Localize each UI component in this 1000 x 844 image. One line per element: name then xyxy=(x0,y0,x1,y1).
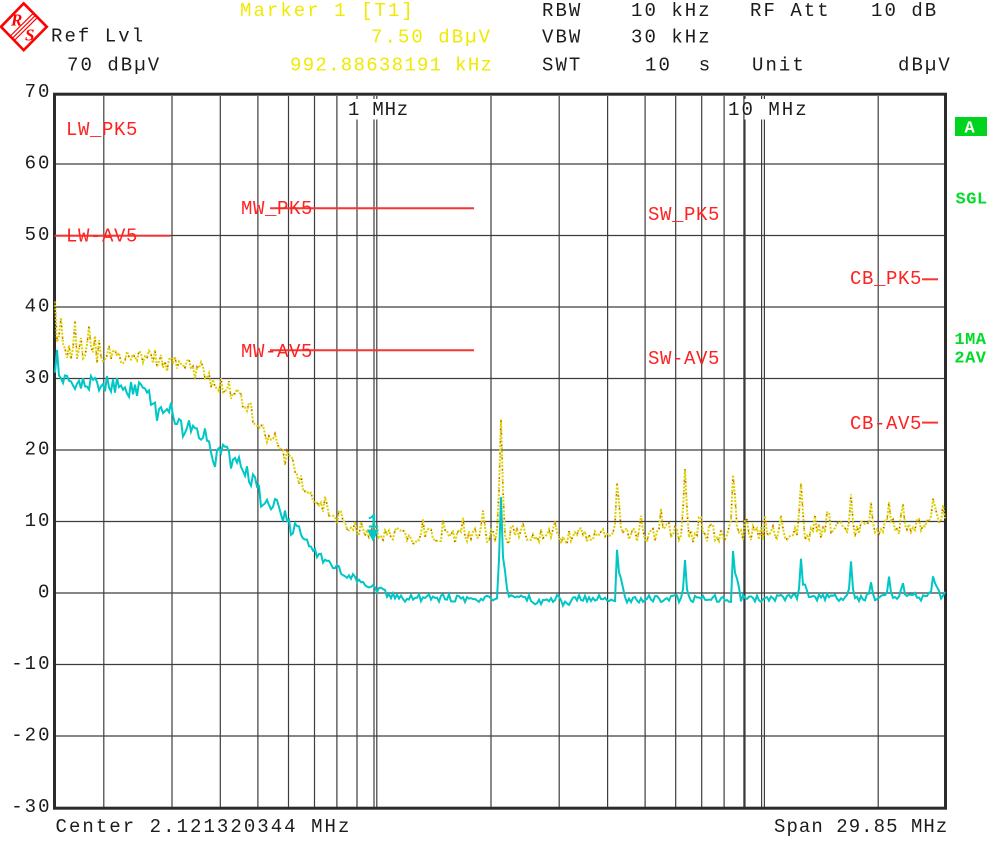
svg-text:Span 29.85 MHz: Span 29.85 MHz xyxy=(774,816,948,838)
svg-text:RF Att: RF Att xyxy=(750,0,831,22)
svg-text:SW_PK5: SW_PK5 xyxy=(648,204,720,226)
svg-text:30 kHz: 30 kHz xyxy=(631,27,712,49)
svg-text:-30: -30 xyxy=(11,796,51,818)
svg-text:-20: -20 xyxy=(11,725,51,747)
svg-text:A: A xyxy=(965,120,976,139)
svg-text:30: 30 xyxy=(25,367,52,389)
svg-text:992.88638191 kHz: 992.88638191 kHz xyxy=(290,55,493,77)
svg-text:CB-AV5: CB-AV5 xyxy=(850,413,922,435)
svg-text:70 dBµV: 70 dBµV xyxy=(67,55,161,77)
svg-text:2AV: 2AV xyxy=(954,350,986,369)
svg-text:CB_PK5: CB_PK5 xyxy=(850,268,922,290)
svg-text:10 dB: 10 dB xyxy=(871,0,938,22)
svg-text:50: 50 xyxy=(25,224,52,246)
svg-text:10 kHz: 10 kHz xyxy=(631,0,712,22)
svg-text:10 s: 10 s xyxy=(645,55,712,77)
svg-text:LW_PK5: LW_PK5 xyxy=(66,119,138,141)
svg-text:20: 20 xyxy=(25,439,52,461)
svg-text:R: R xyxy=(10,11,22,30)
svg-text:1: 1 xyxy=(368,512,379,534)
svg-text:LW-AV5: LW-AV5 xyxy=(66,226,138,248)
svg-text:10: 10 xyxy=(25,510,52,532)
svg-text:7.50 dBµV: 7.50 dBµV xyxy=(371,27,492,49)
svg-text:RBW: RBW xyxy=(542,0,582,22)
svg-text:Center 2.121320344 MHz: Center 2.121320344 MHz xyxy=(56,816,352,838)
svg-text:Ref Lvl: Ref Lvl xyxy=(51,26,145,48)
svg-text:10 MHz: 10 MHz xyxy=(728,99,809,121)
svg-text:0: 0 xyxy=(38,582,51,604)
svg-text:S: S xyxy=(25,26,34,45)
svg-text:60: 60 xyxy=(25,153,52,175)
svg-text:SW-AV5: SW-AV5 xyxy=(648,348,720,370)
svg-text:MW-AV5: MW-AV5 xyxy=(241,341,313,363)
svg-text:40: 40 xyxy=(25,296,52,318)
svg-text:Unit: Unit xyxy=(752,55,806,77)
svg-text:dBµV: dBµV xyxy=(898,55,952,77)
svg-text:-10: -10 xyxy=(11,653,51,675)
svg-text:VBW: VBW xyxy=(542,27,582,49)
svg-text:Marker 1 [T1]: Marker 1 [T1] xyxy=(240,0,415,22)
svg-text:1MA: 1MA xyxy=(954,331,986,350)
svg-text:MW_PK5: MW_PK5 xyxy=(241,198,313,220)
svg-text:70: 70 xyxy=(25,81,52,103)
svg-text:SGL: SGL xyxy=(956,190,988,209)
svg-text:SWT: SWT xyxy=(542,55,582,77)
svg-text:1 MHz: 1 MHz xyxy=(348,99,409,121)
